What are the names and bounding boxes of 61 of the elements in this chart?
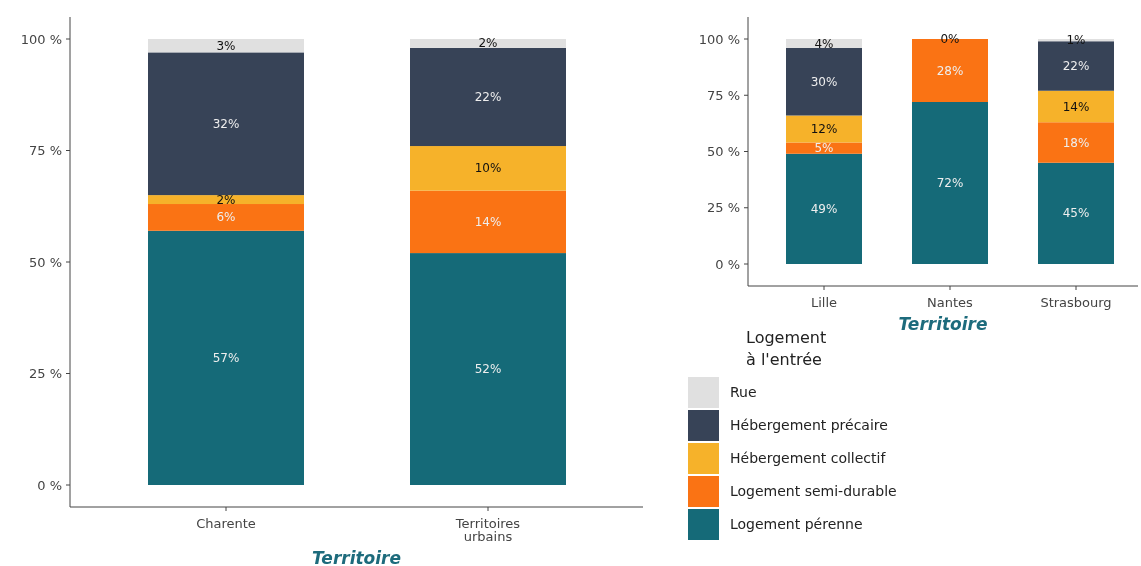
x-axis-title: Territoire [898, 314, 988, 334]
legend-label: Hébergement collectif [730, 450, 887, 466]
legend-title: Logement à l'entrée [746, 328, 827, 369]
x-axis-title: Territoire [311, 548, 402, 566]
data-label: 14% [1062, 99, 1090, 114]
bar [786, 153, 862, 264]
data-label: 3% [216, 38, 236, 53]
y-tick-label: 75 % [28, 143, 62, 158]
bar [786, 48, 862, 116]
bar [1038, 122, 1114, 163]
data-label: 52% [474, 362, 502, 377]
x-tick-label: Nantes [927, 295, 974, 310]
y-tick-label: 25 % [28, 366, 62, 381]
data-label: 22% [1062, 59, 1090, 73]
bar [410, 47, 566, 147]
data-label: 18% [1062, 135, 1090, 150]
y-tick-label: 100 % [20, 31, 62, 47]
y-tick-label: 50 % [706, 144, 740, 159]
bar [1038, 90, 1114, 123]
data-label: 12% [810, 122, 838, 136]
bar [1038, 162, 1114, 264]
bar [148, 195, 304, 205]
legend-label: Hébergement précaire [730, 417, 888, 433]
x-tick-label: Charente [196, 516, 256, 531]
y-tick-label: 25 % [706, 200, 740, 216]
bar [148, 230, 304, 485]
bar [786, 115, 862, 143]
data-label: 4% [814, 36, 834, 51]
data-label: 2% [478, 36, 498, 51]
y-tick-label: 50 % [28, 254, 62, 270]
x-tick-label: Territoires urbains [454, 516, 521, 544]
y-tick-label: 0 % [715, 256, 740, 272]
bar [148, 52, 304, 196]
data-label: 14% [474, 214, 502, 229]
x-tick-label: Strasbourg [1040, 295, 1112, 310]
legend-label: Rue [730, 384, 757, 400]
data-label: 2% [216, 192, 236, 207]
data-label: 28% [936, 63, 964, 78]
bar [148, 39, 304, 53]
data-label: 10% [474, 161, 502, 176]
bar [410, 39, 566, 48]
y-tick-label: 100 % [698, 31, 740, 47]
legend-label: Logement pérenne [730, 516, 863, 532]
x-tick-label: Lille [810, 295, 838, 310]
data-label: 72% [936, 176, 964, 190]
bar [410, 190, 566, 254]
data-label: 32% [212, 116, 240, 131]
data-label: 22% [474, 89, 502, 104]
data-label: 49% [810, 201, 838, 216]
y-tick-label: 0 % [37, 477, 62, 493]
legend-label: Logement semi-durable [730, 483, 897, 499]
data-label: 6% [216, 210, 236, 225]
bar [912, 102, 988, 264]
bar [410, 253, 566, 485]
data-label: 30% [810, 74, 838, 89]
data-label: 45% [1062, 206, 1090, 221]
data-label: 57% [212, 350, 240, 365]
bar [410, 146, 566, 191]
y-tick-label: 75 % [706, 87, 740, 103]
data-label: 5% [814, 141, 834, 156]
bar [148, 204, 304, 231]
